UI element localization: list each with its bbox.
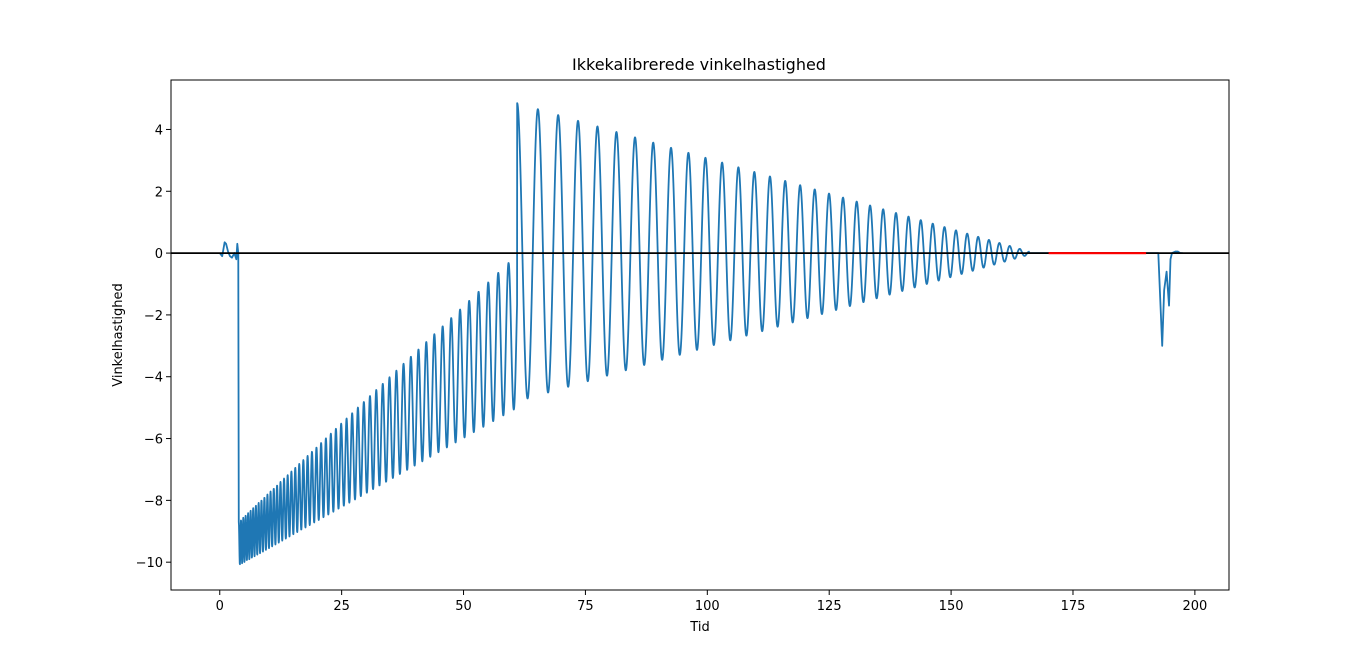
y-tick-label: 0 [155, 247, 163, 262]
x-tick-label: 50 [455, 599, 472, 614]
y-tick-label: −6 [144, 433, 163, 448]
x-tick-label: 175 [1061, 599, 1086, 614]
y-tick-label: −10 [136, 556, 163, 571]
x-tick-label: 150 [939, 599, 964, 614]
x-tick-label: 75 [577, 599, 594, 614]
y-axis-label: Vinkelhastighed [111, 283, 126, 387]
y-tick-label: 2 [155, 185, 163, 200]
x-tick-label: 100 [695, 599, 720, 614]
x-tick-label: 25 [333, 599, 350, 614]
x-tick-label: 0 [216, 599, 224, 614]
chart-title: Ikkekalibrerede vinkelhastighed [572, 55, 826, 74]
x-tick-label: 200 [1182, 599, 1207, 614]
y-tick-label: 4 [155, 123, 163, 138]
x-axis-label: Tid [689, 620, 709, 635]
x-tick-label: 125 [817, 599, 842, 614]
y-tick-label: −2 [144, 309, 163, 324]
y-tick-label: −4 [144, 371, 163, 386]
y-tick-label: −8 [144, 494, 163, 509]
